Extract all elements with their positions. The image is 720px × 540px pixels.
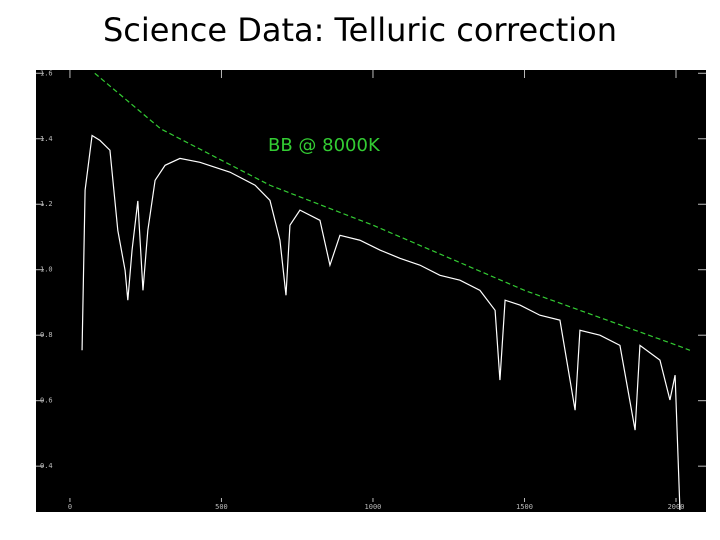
- annotation: BB @ 8000K: [268, 135, 381, 156]
- x-tick-label: 1500: [516, 503, 533, 511]
- y-tick-label: 0.4: [40, 462, 53, 470]
- y-tick-label: 1.0: [40, 266, 53, 274]
- y-tick-label: 0.8: [40, 331, 53, 339]
- y-tick-label: 1.4: [40, 135, 53, 143]
- x-tick-label: 0: [68, 503, 72, 511]
- y-tick-label: 1.6: [40, 69, 53, 77]
- x-tick-label: 500: [215, 503, 228, 511]
- y-tick-label: 1.2: [40, 200, 53, 208]
- x-tick-label: 1000: [365, 503, 382, 511]
- slide-title: Science Data: Telluric correction: [103, 11, 617, 49]
- y-tick-label: 0.6: [40, 397, 53, 405]
- data-line: [81, 134, 681, 511]
- plot-area: [36, 70, 706, 512]
- x-tick-label: 2000: [668, 503, 685, 511]
